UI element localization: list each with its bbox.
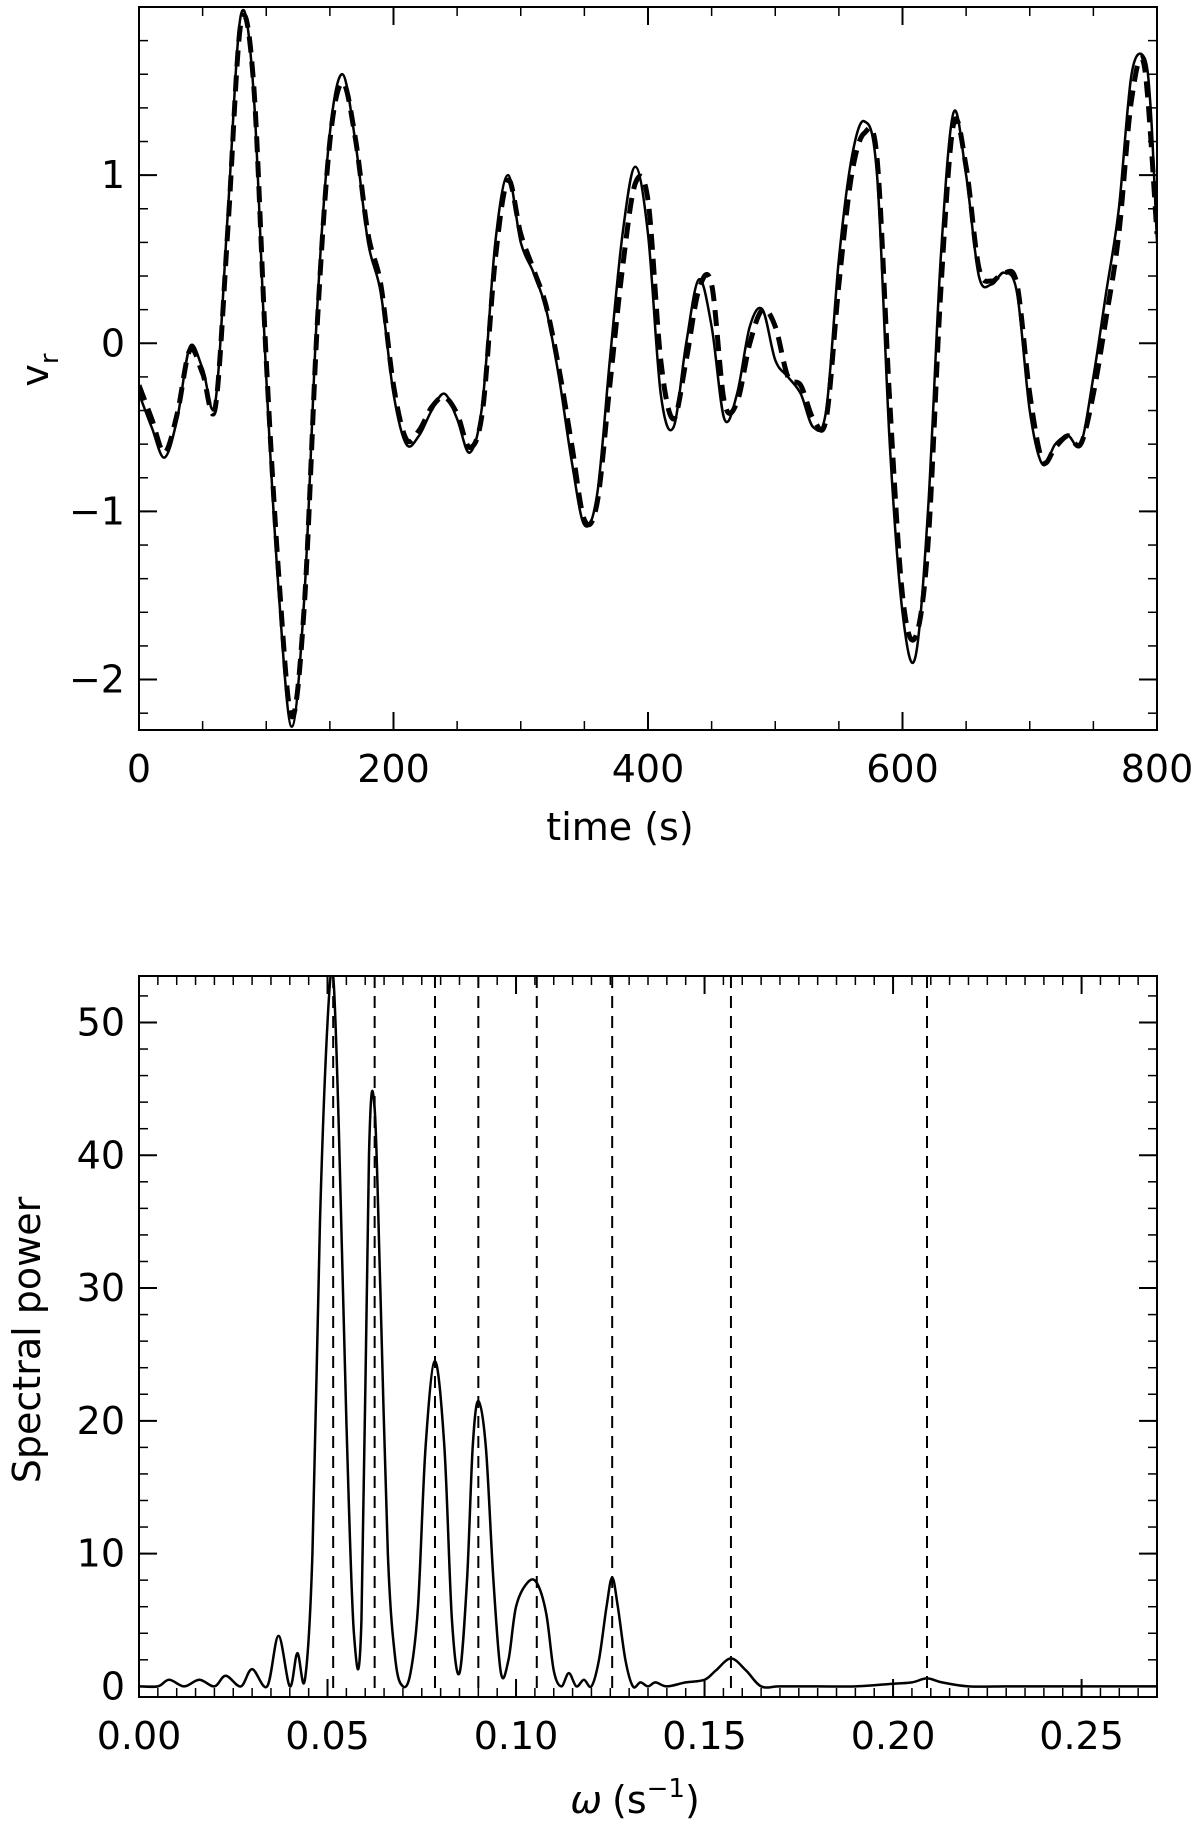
y-tick-labels: −2 −1 0 1 — [69, 153, 125, 701]
solid-series-line — [139, 976, 1157, 1689]
y-tick-label: 1 — [101, 153, 125, 197]
x-tick-label: 0 — [127, 747, 151, 791]
y-tick-labels: 0 10 20 30 40 50 — [77, 1000, 125, 1708]
x-tick-label: 0.10 — [474, 1714, 559, 1758]
x-axis-label-symbol: ω — [570, 1778, 602, 1822]
y-tick-label: 40 — [77, 1133, 125, 1177]
tick-marks — [138, 976, 1158, 1697]
x-tick-label: 0.15 — [662, 1714, 747, 1758]
x-tick-label: 400 — [612, 747, 685, 791]
y-tick-label: 0 — [101, 1664, 125, 1708]
y-tick-label: 20 — [77, 1399, 125, 1443]
dashed-series-line — [139, 12, 1157, 720]
y-tick-label: 10 — [77, 1532, 125, 1576]
plot-frame — [138, 6, 1158, 731]
x-axis-label: ω (s−1) — [570, 1774, 700, 1822]
series-group — [139, 976, 1157, 1689]
x-axis-label-close: ) — [685, 1778, 700, 1822]
x-axis-label-unit: (s — [612, 1778, 647, 1822]
reference-lines — [332, 976, 929, 1697]
series-group — [139, 8, 1157, 728]
y-axis-label-subscript: r — [35, 353, 65, 364]
x-axis-label-exponent: −1 — [647, 1774, 685, 1804]
x-tick-labels: 0.00 0.05 0.10 0.15 0.20 0.25 — [97, 1714, 1124, 1758]
tick-marks — [138, 6, 1158, 730]
y-tick-label: 50 — [77, 1000, 125, 1044]
x-tick-label: 600 — [866, 747, 939, 791]
y-tick-label: −2 — [69, 658, 125, 702]
y-axis-label: Spectral power — [5, 1196, 49, 1483]
x-tick-label: 0.25 — [1039, 1714, 1124, 1758]
svg-text:vr: vr — [13, 353, 65, 387]
y-axis-label-main: v — [13, 364, 57, 387]
y-axis-label: vr — [13, 353, 65, 387]
x-tick-labels: 0 200 400 600 800 — [127, 747, 1193, 791]
y-tick-label: 30 — [77, 1266, 125, 1310]
x-tick-label: 200 — [357, 747, 430, 791]
x-tick-label: 0.00 — [97, 1714, 182, 1758]
x-tick-label: 0.05 — [285, 1714, 370, 1758]
plot-frame — [138, 975, 1158, 1698]
y-tick-label: 0 — [101, 321, 125, 365]
spectrum-panel: 0.00 0.05 0.10 0.15 0.20 0.25 0 10 20 30 40 50 ω (s… — [5, 975, 1158, 1822]
x-axis-label: time (s) — [546, 805, 693, 849]
x-tick-label: 800 — [1121, 747, 1194, 791]
y-tick-label: −1 — [69, 489, 125, 533]
time-series-panel: 0 200 400 600 800 −2 −1 0 1 time (s) vr — [13, 6, 1193, 849]
x-tick-label: 0.20 — [851, 1714, 936, 1758]
solid-series-line — [139, 8, 1157, 728]
